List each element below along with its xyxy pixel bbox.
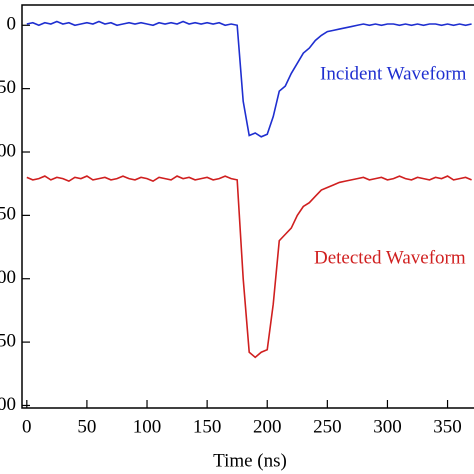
waveform bbox=[26, 20, 472, 138]
y-tick-label: -300 bbox=[0, 394, 16, 415]
x-tick-label: 0 bbox=[22, 416, 32, 437]
y-tick-label: -250 bbox=[0, 330, 16, 351]
y-tick-label: -100 bbox=[0, 140, 16, 161]
series-label: Detected Waveform bbox=[314, 247, 466, 268]
x-tick-label: 350 bbox=[433, 416, 462, 437]
series-label: Incident Waveform bbox=[320, 63, 467, 84]
x-axis-label: Time (ns) bbox=[213, 450, 287, 471]
x-tick-label: 250 bbox=[313, 416, 342, 437]
waveform bbox=[26, 175, 472, 359]
y-tick-label: 0 bbox=[7, 14, 17, 35]
y-tick-label: -200 bbox=[0, 267, 16, 288]
y-tick-label: -150 bbox=[0, 204, 16, 225]
x-tick-label: 200 bbox=[253, 416, 282, 437]
plot-frame bbox=[21, 4, 474, 409]
x-tick-label: 100 bbox=[133, 416, 162, 437]
x-tick-label: 50 bbox=[77, 416, 96, 437]
x-tick-label: 300 bbox=[373, 416, 402, 437]
y-tick-label: -50 bbox=[0, 77, 16, 98]
x-tick-label: 150 bbox=[193, 416, 222, 437]
